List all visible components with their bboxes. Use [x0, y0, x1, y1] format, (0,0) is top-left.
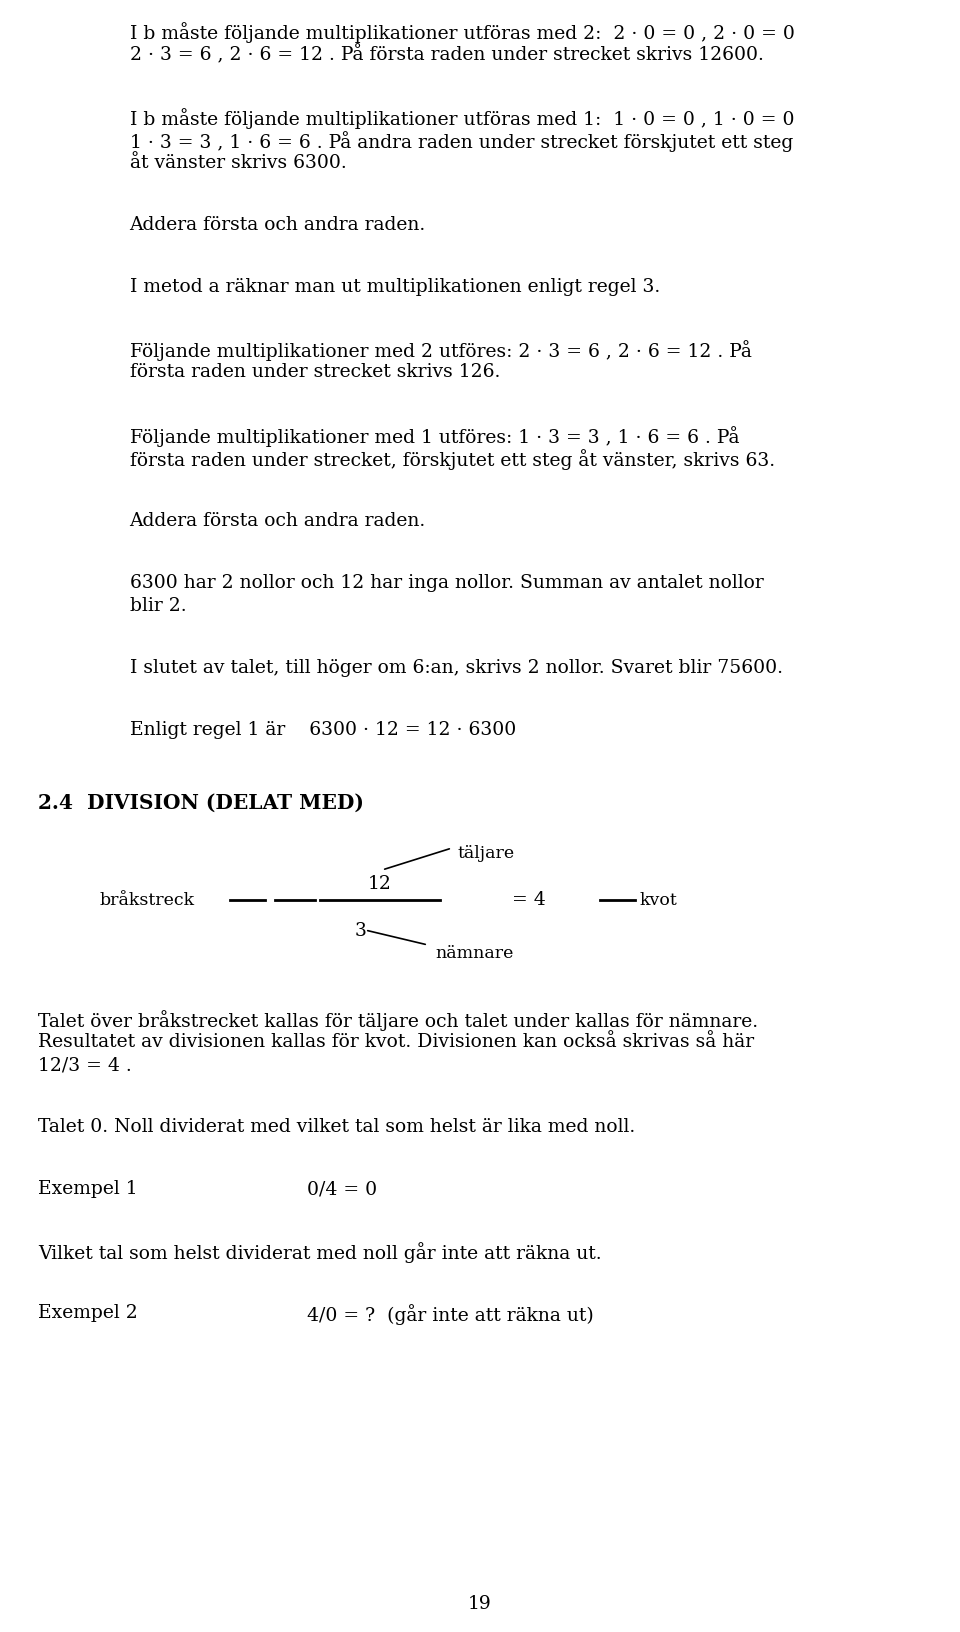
Text: nämnare: nämnare — [435, 945, 514, 961]
Text: bråkstreck: bråkstreck — [100, 891, 195, 909]
Text: 2.4  DIVISION (DELAT MED): 2.4 DIVISION (DELAT MED) — [38, 793, 364, 813]
Text: 12/3 = 4 .: 12/3 = 4 . — [38, 1056, 132, 1074]
Text: 6300 har 2 nollor och 12 har inga nollor. Summan av antalet nollor: 6300 har 2 nollor och 12 har inga nollor… — [130, 574, 763, 592]
Text: första raden under strecket skrivs 126.: första raden under strecket skrivs 126. — [130, 362, 500, 380]
Text: I metod a räknar man ut multiplikationen enligt regel 3.: I metod a räknar man ut multiplikationen… — [130, 277, 660, 295]
Text: första raden under strecket, förskjutet ett steg åt vänster, skrivs 63.: första raden under strecket, förskjutet … — [130, 449, 775, 470]
Text: 1 · 3 = 3 , 1 · 6 = 6 . På andra raden under strecket förskjutet ett steg: 1 · 3 = 3 , 1 · 6 = 6 . På andra raden u… — [130, 131, 793, 152]
Text: blir 2.: blir 2. — [130, 597, 186, 615]
Text: 3: 3 — [355, 922, 367, 940]
Text: Exempel 1: Exempel 1 — [38, 1180, 138, 1198]
Text: Addera första och andra raden.: Addera första och andra raden. — [130, 215, 426, 233]
Text: I slutet av talet, till höger om 6:an, skrivs 2 nollor. Svaret blir 75600.: I slutet av talet, till höger om 6:an, s… — [130, 659, 782, 677]
Text: Vilket tal som helst dividerat med noll går inte att räkna ut.: Vilket tal som helst dividerat med noll … — [38, 1242, 602, 1263]
Text: Exempel 2: Exempel 2 — [38, 1304, 138, 1322]
Text: Enligt regel 1 är    6300 · 12 = 12 · 6300: Enligt regel 1 är 6300 · 12 = 12 · 6300 — [130, 721, 516, 739]
Text: Talet över bråkstrecket kallas för täljare och talet under kallas för nämnare.: Talet över bråkstrecket kallas för tälja… — [38, 1010, 758, 1031]
Text: I b måste följande multiplikationer utföras med 1:  1 · 0 = 0 , 1 · 0 = 0: I b måste följande multiplikationer utfö… — [130, 108, 794, 129]
Text: Följande multiplikationer med 1 utföres: 1 · 3 = 3 , 1 · 6 = 6 . På: Följande multiplikationer med 1 utföres:… — [130, 426, 739, 447]
Text: 0/4 = 0: 0/4 = 0 — [307, 1180, 377, 1198]
Text: täljare: täljare — [458, 845, 516, 862]
Text: kvot: kvot — [640, 891, 678, 909]
Text: Följande multiplikationer med 2 utföres: 2 · 3 = 6 , 2 · 6 = 12 . På: Följande multiplikationer med 2 utföres:… — [130, 339, 752, 361]
Text: 19: 19 — [468, 1594, 492, 1612]
Text: 12: 12 — [368, 875, 392, 893]
Text: Resultatet av divisionen kallas för kvot. Divisionen kan också skrivas så här: Resultatet av divisionen kallas för kvot… — [38, 1033, 755, 1051]
Text: 4/0 = ?  (går inte att räkna ut): 4/0 = ? (går inte att räkna ut) — [307, 1304, 594, 1325]
Text: = 4: = 4 — [512, 891, 545, 909]
Text: åt vänster skrivs 6300.: åt vänster skrivs 6300. — [130, 153, 347, 171]
Text: I b måste följande multiplikationer utföras med 2:  2 · 0 = 0 , 2 · 0 = 0: I b måste följande multiplikationer utfö… — [130, 21, 795, 42]
Text: 2 · 3 = 6 , 2 · 6 = 12 . På första raden under strecket skrivs 12600.: 2 · 3 = 6 , 2 · 6 = 12 . På första raden… — [130, 46, 763, 65]
Text: Addera första och andra raden.: Addera första och andra raden. — [130, 512, 426, 530]
Text: Talet 0. Noll dividerat med vilket tal som helst är lika med noll.: Talet 0. Noll dividerat med vilket tal s… — [38, 1118, 636, 1136]
